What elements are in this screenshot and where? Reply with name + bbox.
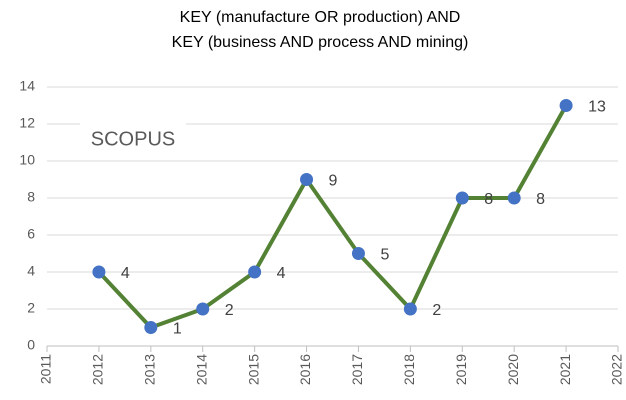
- data-label: 8: [484, 191, 493, 208]
- data-label: 9: [329, 173, 338, 190]
- y-tick-label: 0: [27, 337, 35, 353]
- data-label: 4: [277, 265, 286, 282]
- x-tick-label: 2017: [349, 354, 365, 385]
- y-tick-label: 4: [27, 263, 35, 279]
- annotation-box: [80, 122, 186, 158]
- x-tick-label: 2022: [609, 354, 625, 385]
- x-tick-label: 2018: [401, 354, 417, 385]
- y-tick-label: 14: [19, 78, 35, 94]
- y-tick-label: 12: [19, 115, 35, 131]
- marker: [559, 99, 573, 112]
- x-tick-label: 2012: [90, 354, 106, 385]
- data-label: 4: [121, 265, 130, 282]
- data-label: 5: [380, 247, 389, 264]
- x-tick-label: 2014: [193, 354, 209, 385]
- marker: [403, 302, 417, 316]
- marker: [455, 191, 469, 205]
- y-tick-label: 6: [27, 226, 35, 242]
- x-tick-label: 2016: [297, 354, 313, 385]
- marker: [196, 302, 210, 316]
- x-tick-label: 2015: [245, 354, 261, 385]
- data-label: 8: [536, 191, 545, 208]
- marker: [144, 321, 158, 334]
- marker: [248, 265, 262, 279]
- x-tick-label: 2020: [505, 354, 521, 385]
- marker: [351, 247, 365, 260]
- data-label: 2: [225, 302, 234, 319]
- data-label: 13: [588, 99, 606, 116]
- x-tick-label: 2013: [142, 354, 158, 385]
- marker: [300, 173, 314, 186]
- marker: [507, 191, 521, 205]
- data-label: 2: [432, 302, 441, 319]
- y-tick-label: 10: [19, 152, 35, 168]
- y-tick-label: 8: [27, 189, 35, 205]
- y-tick-label: 2: [27, 300, 35, 316]
- chart-title: KEY (manufacture OR production) AND: [180, 9, 461, 26]
- x-tick-label: 2011: [38, 354, 54, 384]
- line: [97, 104, 568, 330]
- data-label: 1: [173, 321, 182, 338]
- marker: [92, 265, 106, 279]
- chart-title: KEY (business AND process AND mining): [172, 34, 469, 51]
- annotation: SCOPUS: [91, 128, 175, 150]
- x-tick-label: 2021: [557, 354, 573, 385]
- x-tick-label: 2019: [453, 354, 469, 385]
